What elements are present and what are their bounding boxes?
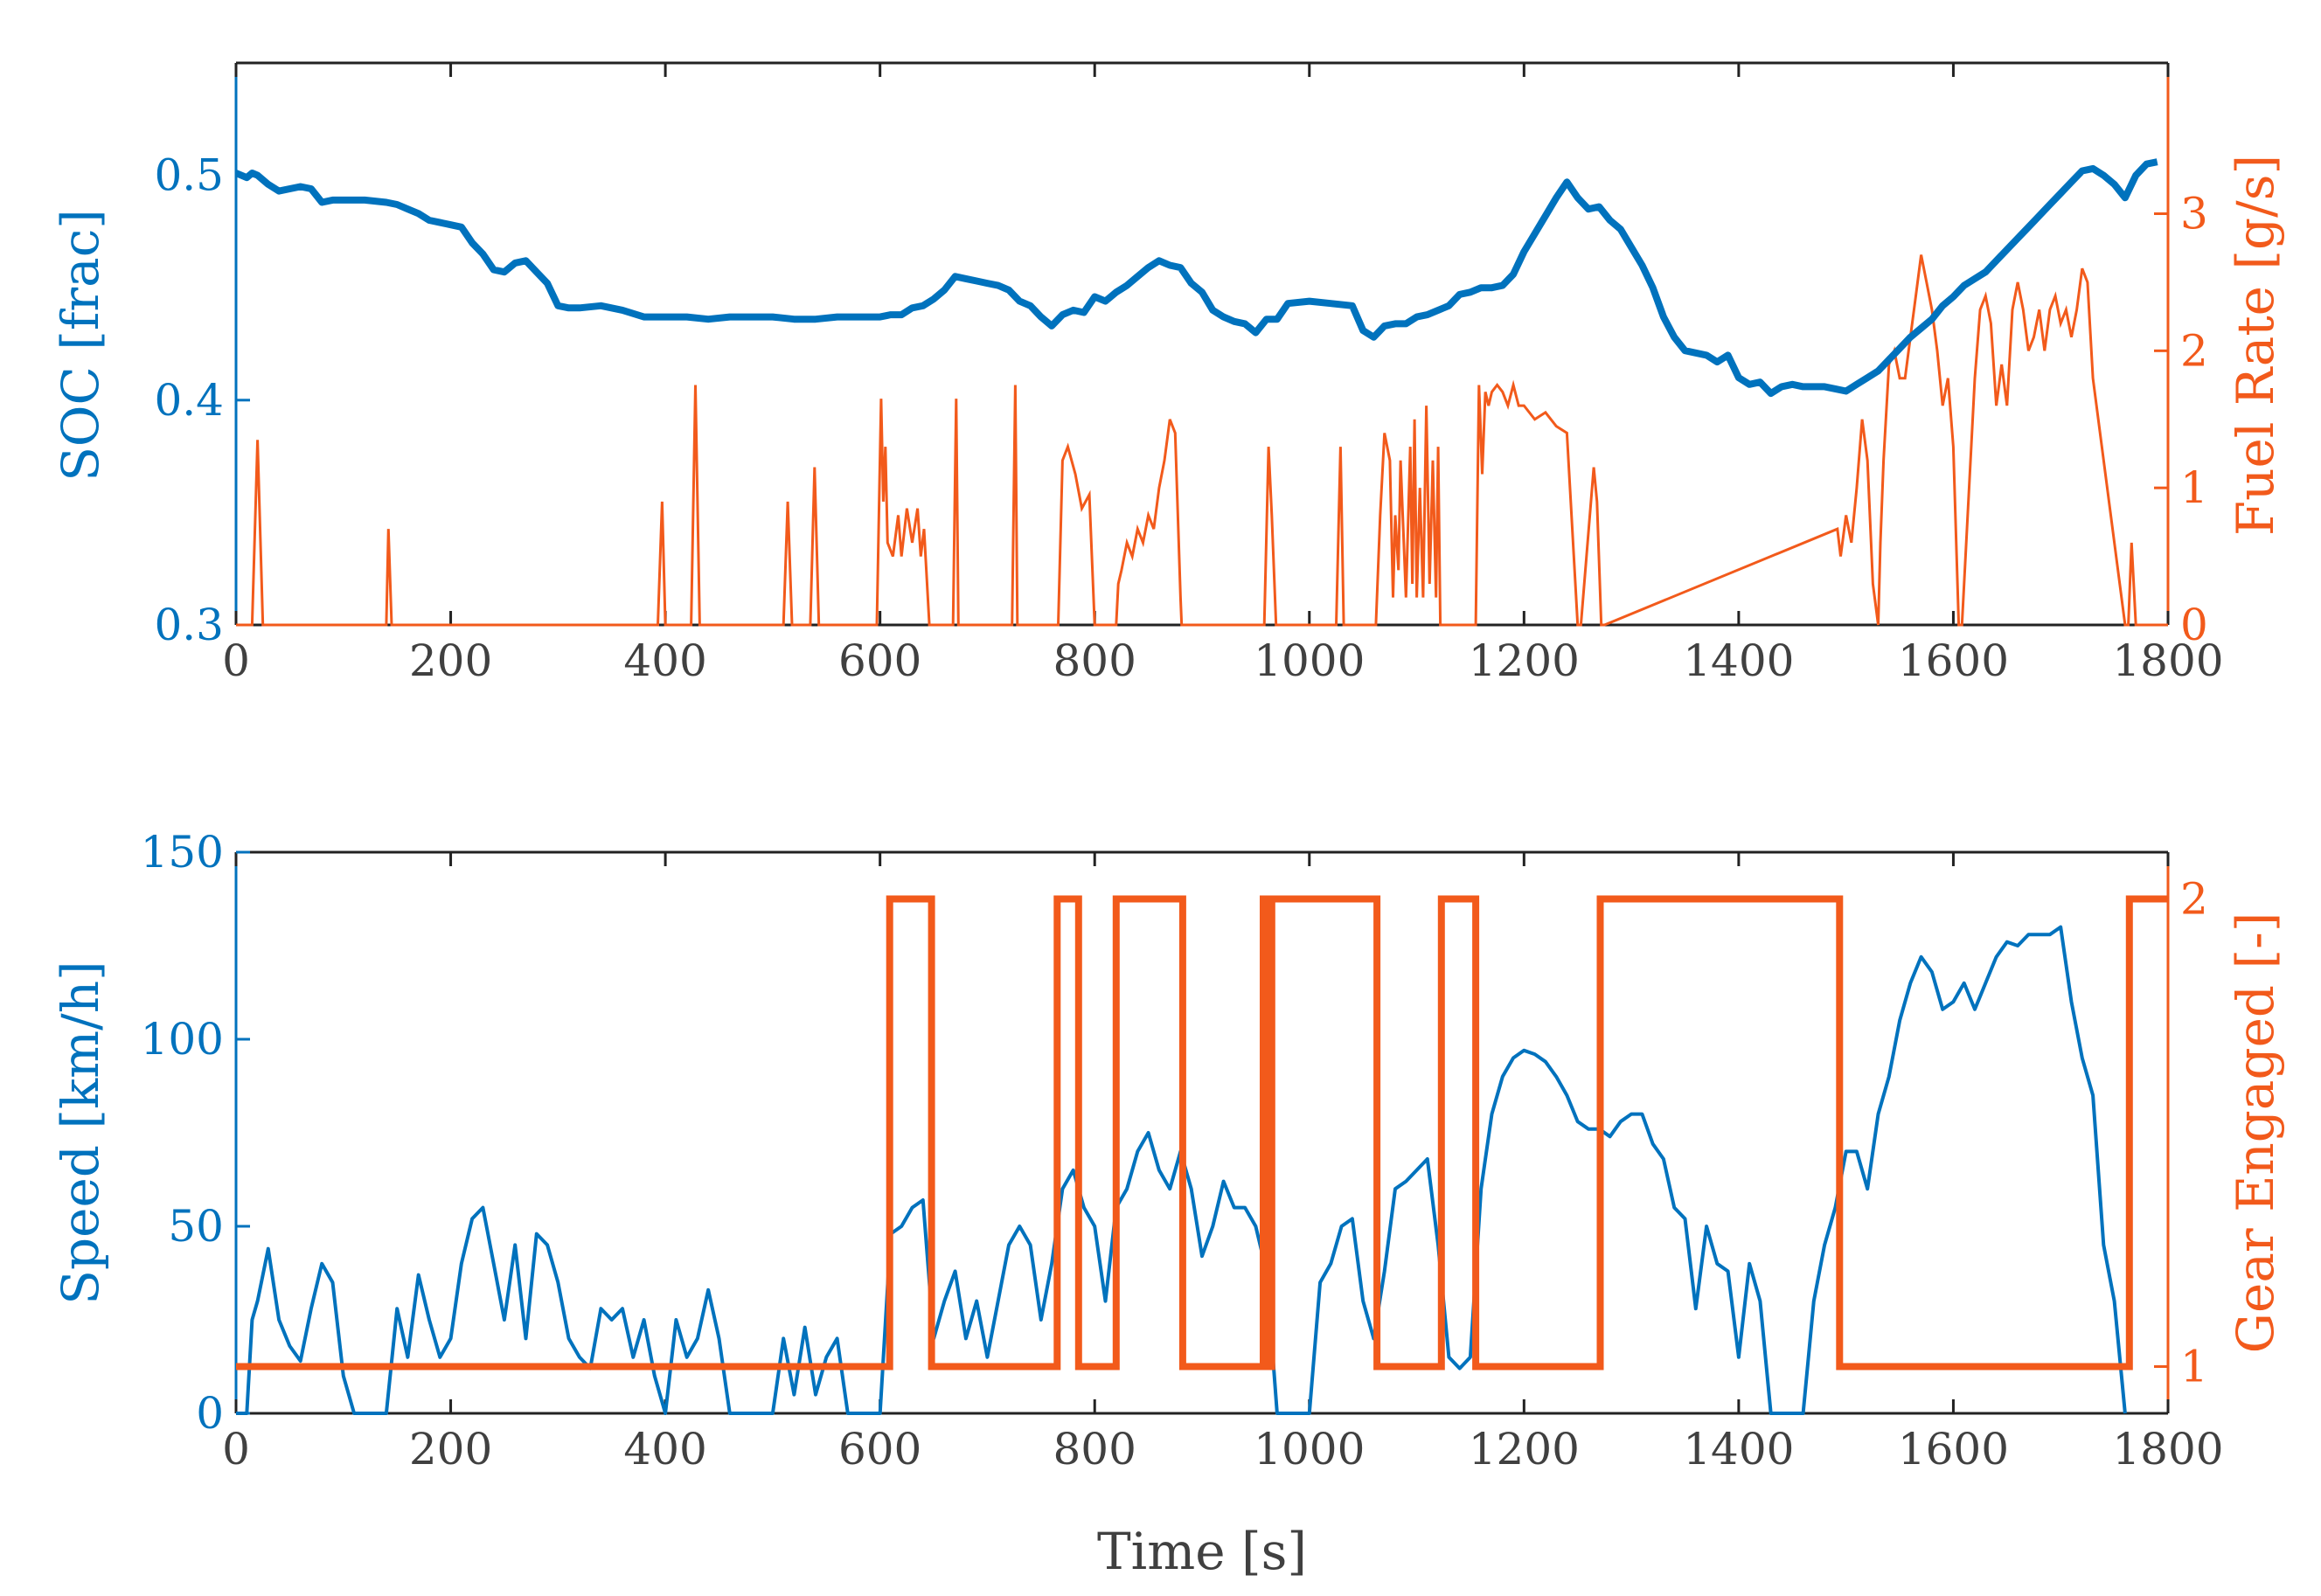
right-tick-label: 0 — [2180, 600, 2208, 650]
speed-axis-label: Speed [km/h] — [51, 961, 110, 1304]
left-tick-label: 50 — [168, 1201, 224, 1252]
x-tick-label: 400 — [623, 635, 706, 686]
soc-fuel-panel: 0 200 400 600 800 1000 1200 1400 1600 1800 0.3 0.4… — [51, 61, 2285, 686]
left-tick-label: 0.3 — [154, 600, 224, 650]
top-x-ticks: 0 200 400 600 800 1000 1200 1400 1600 1800 — [222, 63, 2224, 686]
left-tick-label: 0.4 — [154, 375, 224, 426]
x-tick-label: 1400 — [1683, 635, 1794, 686]
fuel-rate-ticks: 0 1 2 3 — [2154, 189, 2208, 650]
x-tick-label: 400 — [623, 1424, 706, 1475]
soc-ticks: 0.3 0.4 0.5 — [154, 150, 250, 650]
fuel-rate-axis-label: Fuel Rate [g/s] — [2226, 155, 2285, 536]
gear-axis-label: Gear Engaged [-] — [2226, 912, 2285, 1354]
x-tick-label: 600 — [838, 1424, 921, 1475]
left-tick-label: 100 — [141, 1014, 224, 1065]
x-tick-label: 0 — [222, 635, 250, 686]
left-tick-label: 150 — [141, 827, 224, 878]
x-tick-label: 200 — [409, 1424, 492, 1475]
x-tick-label: 1200 — [1469, 635, 1580, 686]
x-tick-label: 1200 — [1469, 1424, 1580, 1475]
left-tick-label: 0 — [196, 1388, 224, 1439]
x-tick-label: 0 — [222, 1424, 250, 1475]
gear-engaged-line — [236, 895, 2168, 1370]
speed-gear-panel: 0 200 400 600 800 1000 1200 1400 1600 1800 0 50 100… — [51, 827, 2285, 1475]
bottom-x-ticks: 0 200 400 600 800 1000 1200 1400 1600 1800 — [222, 852, 2224, 1475]
x-tick-label: 1600 — [1898, 1424, 2009, 1475]
x-tick-label: 1600 — [1898, 635, 2009, 686]
x-tick-label: 800 — [1053, 635, 1136, 686]
right-tick-label: 2 — [2180, 874, 2208, 925]
soc-line — [234, 158, 2158, 398]
right-tick-label: 3 — [2180, 189, 2208, 239]
x-tick-label: 1800 — [2112, 635, 2223, 686]
fuel-rate-line — [236, 254, 2168, 627]
right-tick-label: 1 — [2180, 1342, 2208, 1392]
x-tick-label: 1000 — [1254, 635, 1365, 686]
x-tick-label: 1400 — [1683, 1424, 1794, 1475]
x-tick-label: 1000 — [1254, 1424, 1365, 1475]
right-tick-label: 1 — [2180, 462, 2208, 513]
x-tick-label: 800 — [1053, 1424, 1136, 1475]
x-tick-label: 600 — [838, 635, 921, 686]
speed-ticks: 0 50 100 150 — [141, 827, 250, 1439]
speed-line — [236, 925, 2127, 1415]
right-tick-label: 2 — [2180, 325, 2208, 376]
x-tick-label: 200 — [409, 635, 492, 686]
x-axis-label: Time [s] — [1097, 1522, 1307, 1581]
soc-axis-label: SOC [frac] — [51, 209, 110, 482]
gear-ticks: 12 — [2154, 874, 2208, 1392]
x-tick-label: 1800 — [2112, 1424, 2223, 1475]
left-tick-label: 0.5 — [154, 150, 224, 201]
